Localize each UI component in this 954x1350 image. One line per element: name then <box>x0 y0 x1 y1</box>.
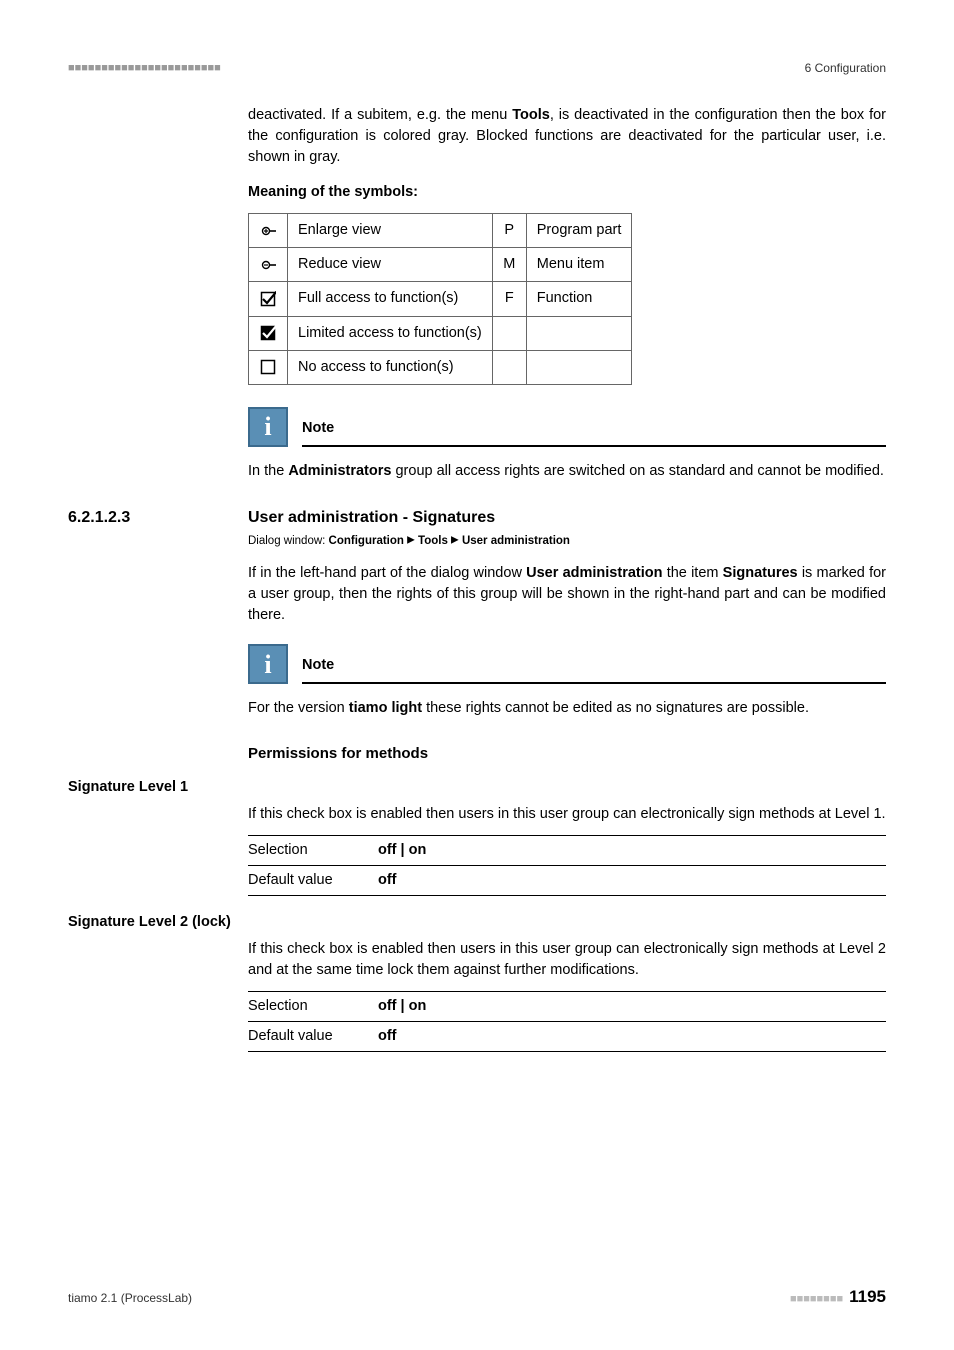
table-row: Selection off | on <box>248 992 886 1022</box>
cell-code-desc <box>526 316 632 350</box>
note2-pre: For the version <box>248 700 349 716</box>
symbols-table: Enlarge view P Program part Reduce view … <box>248 213 632 384</box>
full-access-icon <box>249 282 288 316</box>
info-icon: i <box>248 644 288 684</box>
note2-post: these rights cannot be edited as no sign… <box>422 700 809 716</box>
footer-page: ■■■■■■■■ 1195 <box>790 1285 886 1310</box>
sig1-desc: If this check box is enabled then users … <box>248 804 886 825</box>
note-administrators: i Note In the Administrators group all a… <box>248 407 886 482</box>
cell-desc: No access to function(s) <box>288 350 493 384</box>
dialog-path: Dialog window: Configuration ▶ Tools ▶ U… <box>248 533 886 550</box>
note1-pre: In the <box>248 463 288 479</box>
cell-code <box>492 350 526 384</box>
default-value: off <box>378 1022 886 1052</box>
sig-mid: the item <box>662 565 722 581</box>
sig2-table: Selection off | on Default value off <box>248 991 886 1052</box>
subsection-num: 6.2.1.2.3 <box>68 506 224 529</box>
sig2-desc: If this check box is enabled then users … <box>248 939 886 981</box>
table-row: Enlarge view P Program part <box>249 214 632 248</box>
note-text: In the Administrators group all access r… <box>248 461 886 482</box>
table-row: Selection off | on <box>248 836 886 866</box>
triangle-icon: ▶ <box>407 534 415 545</box>
table-row: Limited access to function(s) <box>249 316 632 350</box>
cell-desc: Reduce view <box>288 248 493 282</box>
info-icon: i <box>248 407 288 447</box>
note1-post: group all access rights are switched on … <box>391 463 883 479</box>
enlarge-view-icon <box>249 214 288 248</box>
table-row: Full access to function(s) F Function <box>249 282 632 316</box>
selection-label: Selection <box>248 992 378 1022</box>
cell-desc: Full access to function(s) <box>288 282 493 316</box>
permissions-heading: Permissions for methods <box>248 743 886 765</box>
sig-bold1: User administration <box>526 565 662 581</box>
default-value: off <box>378 866 886 896</box>
note-title: Note <box>302 655 886 680</box>
cell-code-desc: Function <box>526 282 632 316</box>
table-row: Default value off <box>248 866 886 896</box>
sig-bold2: Signatures <box>723 565 798 581</box>
subsection-heading: 6.2.1.2.3 User administration - Signatur… <box>68 506 886 529</box>
sig2-label: Signature Level 2 (lock) <box>68 912 886 933</box>
page-number: 1195 <box>849 1287 886 1306</box>
symbols-heading: Meaning of the symbols: <box>248 182 886 203</box>
default-label: Default value <box>248 1022 378 1052</box>
note2-bold: tiamo light <box>349 700 422 716</box>
intro-pre: deactivated. If a subitem, e.g. the menu <box>248 107 512 123</box>
dialog-path-part: User administration <box>462 535 570 547</box>
cell-code-desc: Menu item <box>526 248 632 282</box>
footer-dashes: ■■■■■■■■ <box>790 1293 843 1305</box>
selection-label: Selection <box>248 836 378 866</box>
sig-pre: If in the left-hand part of the dialog w… <box>248 565 526 581</box>
cell-code-desc: Program part <box>526 214 632 248</box>
cell-code: F <box>492 282 526 316</box>
cell-desc: Enlarge view <box>288 214 493 248</box>
triangle-icon: ▶ <box>451 534 459 545</box>
header-section-ref: 6 Configuration <box>805 60 886 77</box>
intro-bold: Tools <box>512 107 550 123</box>
note-title: Note <box>302 418 886 443</box>
note-text: For the version tiamo light these rights… <box>248 698 886 719</box>
signatures-paragraph: If in the left-hand part of the dialog w… <box>248 563 886 626</box>
table-row: Reduce view M Menu item <box>249 248 632 282</box>
cell-code <box>492 316 526 350</box>
footer-product: tiamo 2.1 (ProcessLab) <box>68 1290 192 1307</box>
sig1-table: Selection off | on Default value off <box>248 835 886 896</box>
cell-code: M <box>492 248 526 282</box>
reduce-view-icon <box>249 248 288 282</box>
selection-value: off | on <box>378 836 886 866</box>
cell-code-desc <box>526 350 632 384</box>
default-label: Default value <box>248 866 378 896</box>
dialog-path-label: Dialog window: <box>248 535 329 547</box>
dialog-path-part: Configuration <box>329 535 404 547</box>
dialog-path-part: Tools <box>418 535 448 547</box>
selection-value: off | on <box>378 992 886 1022</box>
note-tiamo-light: i Note For the version tiamo light these… <box>248 644 886 719</box>
subsection-title: User administration - Signatures <box>248 506 495 529</box>
table-row: Default value off <box>248 1022 886 1052</box>
intro-paragraph: deactivated. If a subitem, e.g. the menu… <box>248 105 886 168</box>
no-access-icon <box>249 350 288 384</box>
cell-code: P <box>492 214 526 248</box>
limited-access-icon <box>249 316 288 350</box>
cell-desc: Limited access to function(s) <box>288 316 493 350</box>
header-dashes: ■■■■■■■■■■■■■■■■■■■■■■■ <box>68 61 221 77</box>
sig1-label: Signature Level 1 <box>68 777 886 798</box>
note1-bold: Administrators <box>288 463 391 479</box>
table-row: No access to function(s) <box>249 350 632 384</box>
